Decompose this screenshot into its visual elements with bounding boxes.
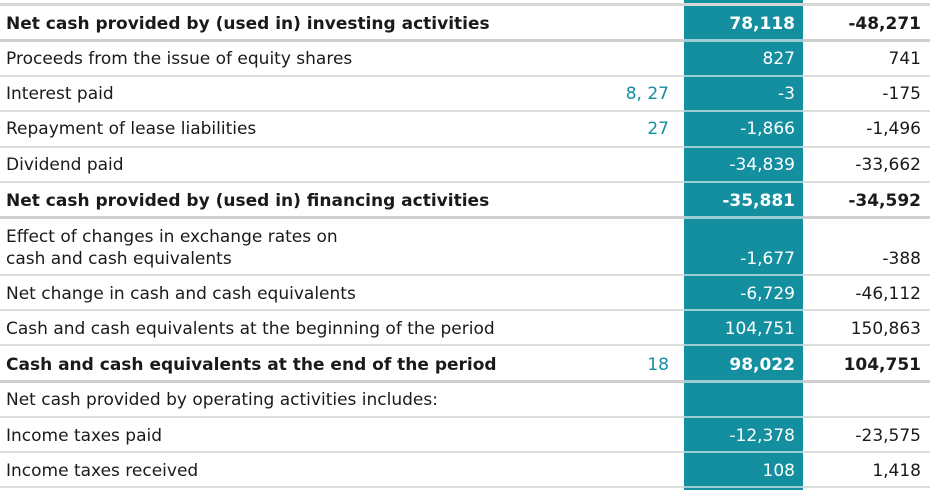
row-label: Proceeds from the issue of equity shares <box>6 49 353 69</box>
row-label: Income taxes received <box>6 461 199 481</box>
top-divider <box>0 3 930 6</box>
row-divider-highlight <box>684 181 803 183</box>
row-previous-value: -388 <box>882 249 921 269</box>
row-divider <box>0 451 930 453</box>
table-row: Net cash provided by (used in) investing… <box>0 6 930 42</box>
row-current-value: -1,866 <box>740 119 795 139</box>
row-label: Repayment of lease liabilities <box>6 119 257 139</box>
row-current-value: 827 <box>762 49 795 69</box>
row-label: Dividend paid <box>6 155 124 175</box>
row-divider-highlight <box>684 486 803 488</box>
row-previous-value: -1,496 <box>866 119 921 139</box>
row-divider <box>0 344 930 346</box>
row-divider <box>0 380 930 383</box>
table-row: Cash and cash equivalents at the end of … <box>0 346 930 383</box>
table-row: Income taxes received 108 1,418 <box>0 453 930 488</box>
row-label: Income taxes paid <box>6 426 163 446</box>
row-current-value: -1,677 <box>740 249 795 269</box>
row-current-value: 78,118 <box>729 14 795 34</box>
row-label-line-1: Effect of changes in exchange rates on <box>6 227 338 247</box>
row-label: Net cash provided by (used in) financing… <box>6 191 490 211</box>
row-previous-value: -34,592 <box>848 191 921 211</box>
row-previous-value: -175 <box>882 84 921 104</box>
row-divider <box>0 486 930 488</box>
row-divider-highlight <box>684 274 803 276</box>
row-label: Interest paid <box>6 84 114 104</box>
row-divider-highlight <box>684 309 803 311</box>
row-previous-value: 104,751 <box>843 355 921 375</box>
table-row: Income taxes paid -12,378 -23,575 <box>0 418 930 453</box>
row-previous-value: -23,575 <box>855 426 921 446</box>
row-divider-highlight <box>684 380 803 383</box>
row-divider-highlight <box>684 216 803 219</box>
row-current-value: -12,378 <box>729 426 795 446</box>
row-current-value: 108 <box>762 461 795 481</box>
row-current-value: -6,729 <box>740 284 795 304</box>
row-current-value: 104,751 <box>724 319 795 339</box>
row-divider-highlight <box>684 416 803 418</box>
row-previous-value: -48,271 <box>848 14 921 34</box>
row-divider <box>0 110 930 112</box>
table-row: Effect of changes in exchange rates on c… <box>0 219 930 276</box>
row-divider <box>0 274 930 276</box>
row-note-ref: 27 <box>647 119 669 139</box>
row-current-value: -35,881 <box>722 191 795 211</box>
row-divider <box>0 181 930 183</box>
row-label-line-2: cash and cash equivalents <box>6 249 232 269</box>
row-label: Net change in cash and cash equivalents <box>6 284 356 304</box>
row-divider-highlight <box>684 75 803 77</box>
table-row: Net change in cash and cash equivalents … <box>0 276 930 311</box>
row-note-ref: 18 <box>647 355 669 375</box>
row-note-ref: 8, 27 <box>625 84 669 104</box>
table-row: Interest paid 8, 27 -3 -175 <box>0 77 930 112</box>
row-previous-value: 1,418 <box>872 461 921 481</box>
row-label: Net cash provided by operating activitie… <box>6 390 438 410</box>
table-row: Net cash provided by (used in) financing… <box>0 183 930 219</box>
row-divider <box>0 216 930 219</box>
row-current-value: 98,022 <box>729 355 795 375</box>
row-divider-highlight <box>684 39 803 42</box>
table-row: Repayment of lease liabilities 27 -1,866… <box>0 112 930 148</box>
table-row: Cash and cash equivalents at the beginni… <box>0 311 930 346</box>
row-previous-value: -33,662 <box>855 155 921 175</box>
row-divider-highlight <box>684 110 803 112</box>
row-divider <box>0 39 930 42</box>
row-previous-value: 741 <box>888 49 921 69</box>
row-label: Cash and cash equivalents at the beginni… <box>6 319 495 339</box>
row-label: Cash and cash equivalents at the end of … <box>6 355 497 375</box>
row-previous-value: -46,112 <box>855 284 921 304</box>
current-period-column-highlight <box>684 0 803 490</box>
row-current-value: -34,839 <box>729 155 795 175</box>
table-row: Proceeds from the issue of equity shares… <box>0 42 930 77</box>
row-current-value: -3 <box>778 84 795 104</box>
table-row: Dividend paid -34,839 -33,662 <box>0 148 930 183</box>
row-divider <box>0 416 930 418</box>
row-divider-highlight <box>684 344 803 346</box>
row-divider <box>0 146 930 148</box>
row-divider <box>0 75 930 77</box>
row-previous-value: 150,863 <box>850 319 921 339</box>
table-row: Net cash provided by operating activitie… <box>0 383 930 418</box>
row-divider-highlight <box>684 451 803 453</box>
row-divider-highlight <box>684 146 803 148</box>
row-label: Net cash provided by (used in) investing… <box>6 14 490 34</box>
row-divider <box>0 309 930 311</box>
